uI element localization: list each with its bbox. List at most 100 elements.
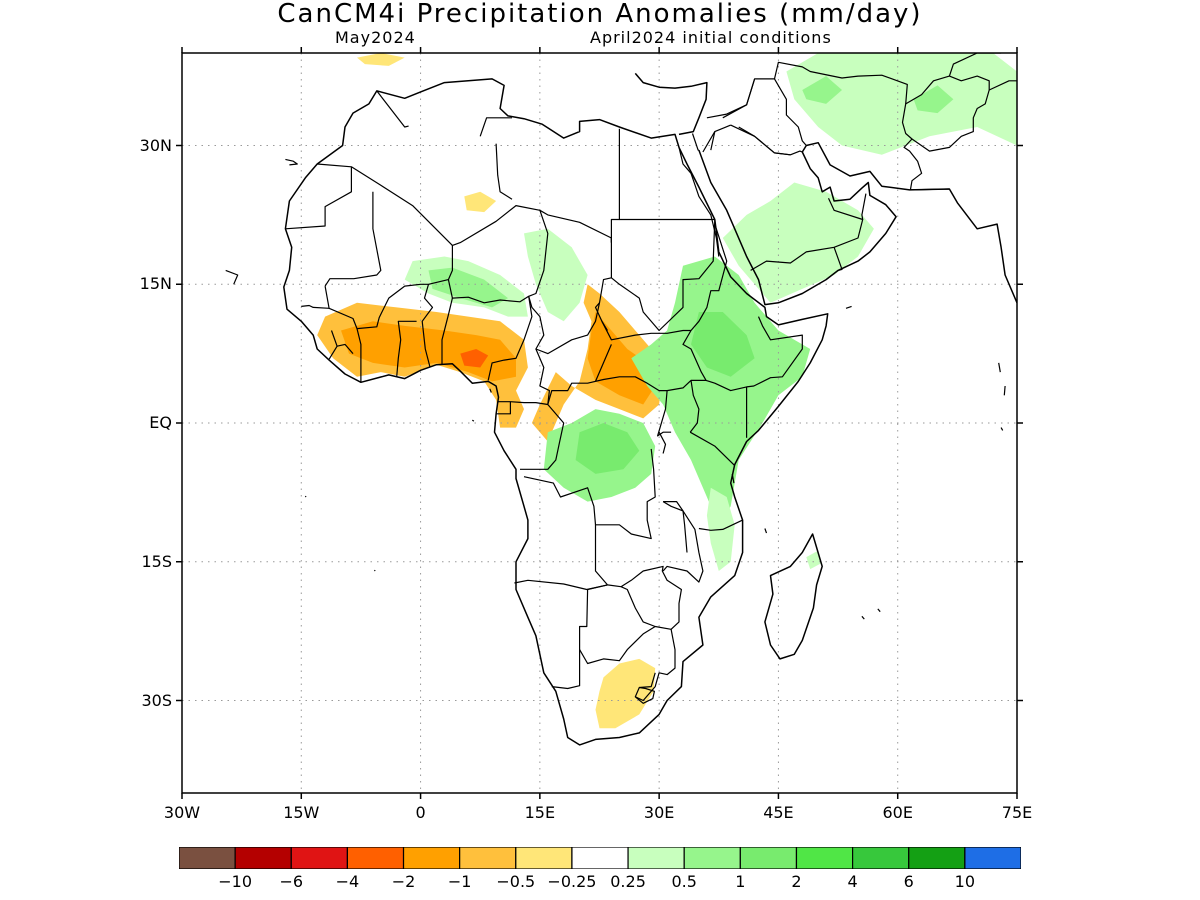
gridlines — [182, 53, 1017, 793]
country-border — [579, 625, 656, 665]
anomaly-madagascar-wet — [806, 550, 821, 570]
island-outline — [225, 269, 239, 285]
colorbar-swatch — [908, 847, 966, 869]
island-outline — [998, 362, 1001, 373]
colorbar-label: −1 — [447, 872, 472, 891]
africa-coastline — [283, 78, 829, 746]
country-border — [479, 117, 512, 137]
country-border — [738, 126, 791, 156]
lat-label: 15S — [141, 551, 172, 571]
country-border — [710, 131, 716, 151]
lon-label: 45E — [763, 803, 794, 822]
anomaly-med-dry — [357, 53, 405, 66]
anomaly-sahel-wet-core — [428, 267, 508, 308]
country-border — [324, 191, 382, 287]
lon-label: 30E — [643, 803, 675, 822]
colorbar-label: −2 — [391, 872, 416, 891]
country-border — [663, 501, 684, 512]
country-border — [666, 223, 728, 392]
country-border — [689, 431, 736, 467]
country-border — [495, 143, 513, 200]
colorbar-swatch — [795, 847, 854, 869]
country-border — [910, 188, 950, 191]
country-border — [773, 61, 923, 191]
country-border — [487, 296, 533, 381]
lon-label: 30W — [163, 803, 201, 822]
country-border — [698, 519, 743, 531]
lat-label: 30N — [139, 135, 172, 155]
country-border — [601, 321, 691, 341]
island-outline — [304, 495, 307, 498]
island-outline — [472, 419, 475, 422]
country-border — [833, 247, 843, 271]
colorbar-swatch — [402, 847, 461, 869]
colorbar-swatch — [346, 847, 405, 869]
anomaly-iran-wet — [786, 53, 1017, 155]
colorbar-label: −6 — [279, 872, 304, 891]
country-border — [905, 75, 990, 152]
lon-label: 15W — [283, 803, 320, 822]
colorbar-label: 1 — [735, 872, 746, 891]
anomaly-ethiopia-wet-core — [691, 312, 755, 377]
country-border — [447, 245, 453, 280]
anomaly-arabia-wet — [722, 182, 874, 303]
colorbar-swatch — [683, 847, 741, 869]
lon-label: 75E — [1001, 803, 1033, 822]
country-border — [691, 133, 699, 151]
lon-label: 15E — [524, 803, 556, 822]
country-outlines — [225, 53, 1017, 746]
country-border — [705, 316, 803, 392]
island-outline — [489, 388, 492, 393]
colorbar — [179, 847, 1021, 869]
island-outline — [373, 569, 376, 572]
island-outline — [285, 158, 298, 166]
anomaly-layer — [317, 53, 1017, 729]
country-border — [356, 328, 362, 383]
country-border — [662, 501, 688, 553]
country-border — [547, 376, 668, 405]
country-border — [656, 390, 672, 437]
island-outline — [861, 615, 865, 620]
anomaly-iran-wet-core — [802, 76, 842, 104]
island-outline — [764, 528, 768, 534]
colorbar-swatch — [739, 847, 798, 869]
map-title: CanCM4i Precipitation Anomalies (mm/day) — [277, 0, 923, 29]
country-border — [611, 219, 716, 332]
forecast-month: May2024 — [335, 28, 416, 47]
country-border — [618, 128, 715, 221]
anomaly-algeria-dry — [464, 191, 497, 213]
country-border — [523, 448, 656, 540]
country-border — [285, 163, 352, 230]
country-border — [301, 304, 330, 309]
country-border — [336, 343, 354, 354]
island-outline — [1003, 385, 1006, 396]
country-border — [528, 210, 601, 355]
island-outline — [1000, 427, 1004, 431]
lat-label: EQ — [149, 413, 172, 432]
colorbar-label: 4 — [847, 872, 858, 891]
levant-coastline — [634, 72, 708, 136]
lat-label: 30S — [141, 690, 172, 710]
lat-label: 15N — [139, 274, 172, 294]
axis-ticks — [176, 47, 1023, 799]
country-border — [634, 629, 676, 702]
anomaly-east-africa-wet — [631, 256, 811, 525]
country-border — [594, 524, 683, 630]
colorbar-swatch — [627, 847, 685, 869]
madagascar-coastline — [764, 533, 823, 660]
country-border — [689, 380, 700, 433]
colorbar-label: 2 — [791, 872, 802, 891]
colorbar-swatch — [290, 847, 349, 869]
colorbar-label: 10 — [954, 872, 976, 891]
country-border — [421, 284, 434, 368]
country-border — [496, 401, 511, 415]
colorbar-label: −10 — [218, 872, 252, 891]
country-border — [351, 166, 613, 246]
country-border — [722, 78, 807, 146]
country-border — [706, 78, 756, 119]
colorbar-swatch — [851, 847, 910, 869]
lon-label: 0 — [415, 803, 426, 822]
colorbar-swatch — [459, 847, 517, 869]
country-border — [662, 510, 704, 583]
country-border — [551, 584, 608, 690]
